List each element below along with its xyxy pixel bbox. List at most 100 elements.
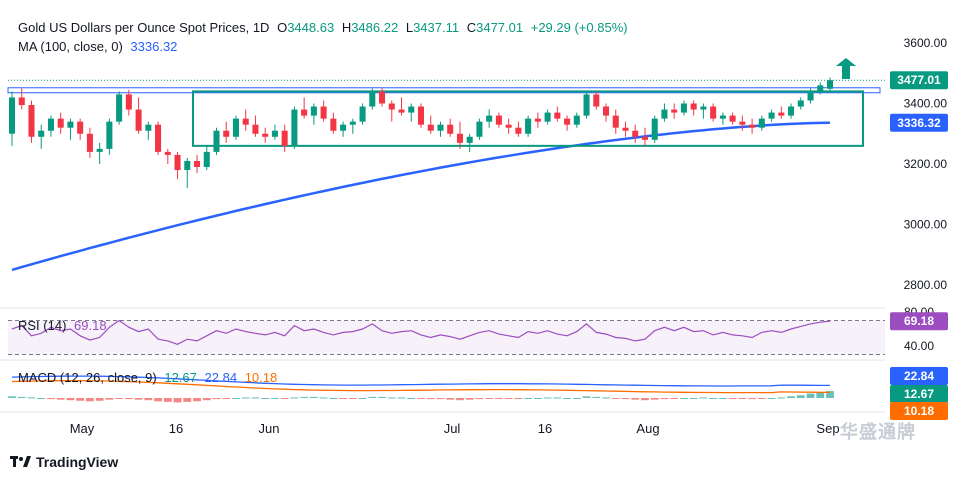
- candle-body: [564, 118, 571, 125]
- candle: [778, 106, 785, 119]
- candle-body: [96, 148, 103, 152]
- candle: [700, 103, 707, 119]
- candle-body: [262, 133, 269, 137]
- macd-hist-bar: [86, 398, 94, 402]
- signal-path: [11, 380, 831, 394]
- macd-hist-bar: [319, 397, 328, 399]
- y-tick-label: 3000.00: [904, 218, 948, 232]
- candle: [203, 145, 210, 171]
- candle-body: [456, 133, 463, 143]
- macd-hist-bar: [680, 398, 688, 399]
- range-box: [192, 90, 864, 147]
- macd-hist-bar: [271, 398, 279, 399]
- rsi-tick-label: 40.00: [904, 339, 934, 353]
- macd-signal-badge-text: 10.18: [904, 404, 934, 418]
- candle-body: [67, 121, 74, 128]
- macd-badge: 22.84: [890, 367, 948, 385]
- candle-body: [447, 124, 454, 134]
- candle-body: [417, 106, 425, 125]
- candle-body: [164, 151, 171, 155]
- macd-hist-bar: [134, 398, 143, 400]
- candle: [476, 118, 483, 140]
- legend-main: Gold US Dollars per Ounce Spot Prices, 1…: [18, 20, 632, 35]
- watermark: 华盛通牌: [840, 422, 916, 442]
- macd-hist-bar: [641, 398, 649, 401]
- candle-body: [369, 91, 376, 107]
- macd-hist-bar: [602, 397, 610, 399]
- macd-hist-badge-bg: [890, 385, 948, 403]
- macd-hist-bar: [446, 398, 455, 400]
- candle: [583, 91, 590, 119]
- candle: [8, 91, 16, 146]
- candle: [291, 106, 298, 149]
- candle-body: [700, 106, 707, 110]
- candle-body: [8, 97, 16, 134]
- x-tick-label: Sep: [816, 421, 839, 436]
- macd-hist-bar: [261, 398, 270, 399]
- candle-body: [817, 85, 824, 92]
- candle-body: [47, 118, 54, 131]
- candle-body: [583, 94, 590, 116]
- candle: [18, 88, 25, 110]
- candle: [38, 124, 45, 149]
- candle: [554, 106, 561, 122]
- candle-body: [320, 106, 327, 119]
- candle-body: [281, 130, 288, 146]
- candle-body: [515, 127, 522, 134]
- macd-hist-bar: [154, 398, 162, 402]
- candle-body: [632, 130, 639, 137]
- candle-body: [301, 109, 308, 116]
- price-badge-text: 3477.01: [897, 73, 941, 87]
- macd-hist-bar: [290, 397, 299, 399]
- candle: [505, 118, 512, 134]
- candle: [573, 112, 580, 128]
- y-tick-label: 3200.00: [904, 157, 948, 171]
- macd-hist-bar: [436, 398, 445, 400]
- candle: [388, 100, 395, 122]
- candle: [466, 133, 473, 152]
- macd-hist-bar: [787, 396, 795, 398]
- macd-hist-bar: [660, 398, 669, 400]
- candle-body: [476, 121, 483, 137]
- macd-hist-bar: [504, 398, 513, 399]
- candle: [739, 115, 746, 131]
- candle: [427, 115, 434, 134]
- candle-body: [116, 94, 123, 122]
- macd-hist-badge: 12.67: [890, 385, 948, 403]
- rsi-path: [11, 319, 831, 345]
- candle: [310, 103, 317, 125]
- candle-body: [534, 118, 541, 122]
- candle: [417, 103, 425, 128]
- candle: [719, 112, 726, 125]
- candle: [768, 109, 775, 122]
- ma-badge-bg: [890, 113, 948, 132]
- macd-hist-bar: [144, 398, 153, 401]
- macd-hist-bar: [27, 397, 36, 399]
- candle: [515, 121, 522, 137]
- low-label: L: [405, 20, 414, 35]
- candle: [807, 88, 814, 104]
- candle: [564, 115, 571, 131]
- candle-body: [125, 94, 132, 110]
- candle-body: [749, 124, 756, 128]
- ma-badge-text: 3336.32: [897, 116, 941, 130]
- axis-labels: 3600.00 3400.00 3200.00 3000.00 2800.00 3477.…: [70, 36, 948, 436]
- candle: [271, 124, 278, 140]
- candle: [174, 151, 181, 180]
- candle-body: [135, 109, 142, 131]
- candle: [680, 100, 687, 116]
- candle: [398, 97, 405, 116]
- legend-macd: MACD (12, 26, close, 9) 12.67 22.84 10.1…: [18, 370, 281, 385]
- candle-body: [495, 115, 502, 125]
- macd-hist-bar: [592, 396, 601, 398]
- candle-body: [573, 115, 580, 125]
- candle-body: [544, 112, 551, 122]
- consolidation-box: [7, 58, 881, 147]
- macd-hist-bar: [339, 398, 347, 399]
- macd-signal-value: 10.18: [244, 370, 278, 385]
- candle-body: [408, 106, 415, 113]
- candle-body: [57, 118, 64, 128]
- tradingview-logo[interactable]: TradingView: [10, 454, 118, 470]
- candle: [817, 82, 824, 95]
- candle-body: [223, 130, 230, 137]
